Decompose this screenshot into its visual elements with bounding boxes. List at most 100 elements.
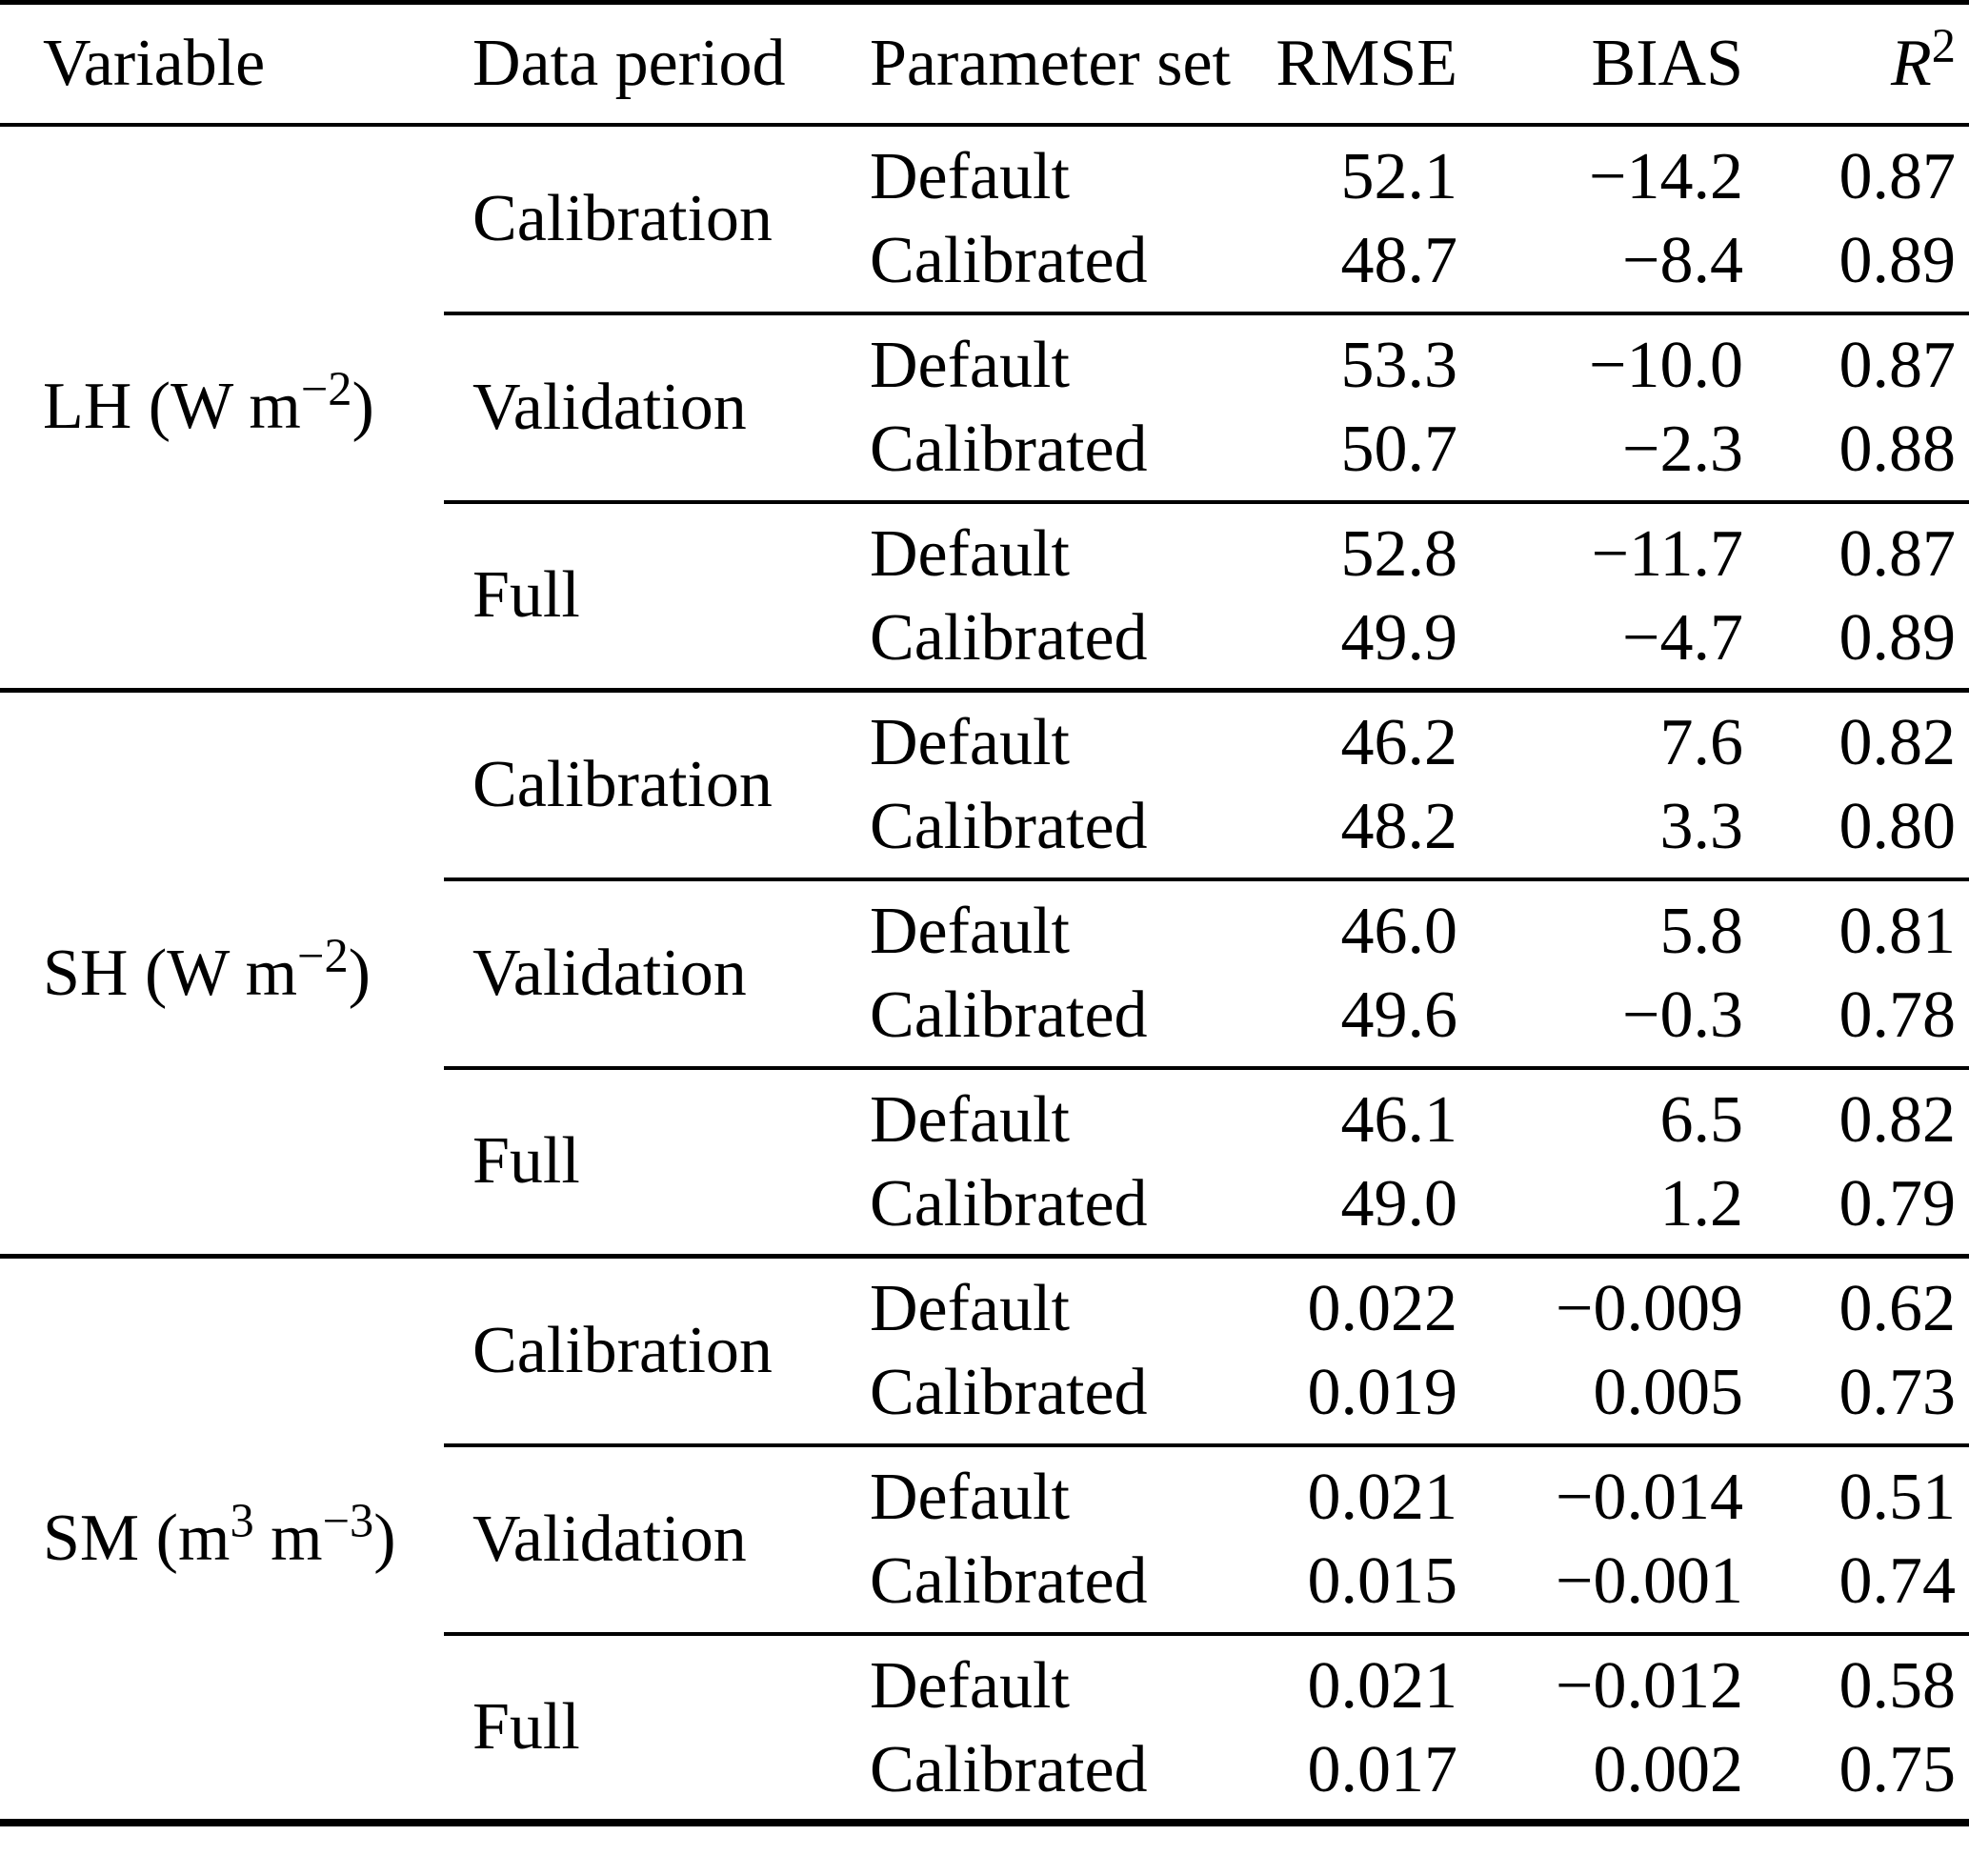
table-row: Calibrated 50.7 −2.3 0.88: [0, 408, 1969, 502]
r2-cell: 0.87: [1743, 311, 1969, 408]
bias-cell: 7.6: [1457, 688, 1743, 785]
table-row: Full Default 52.8 −11.7 0.87: [0, 499, 1969, 691]
bias-cell: −14.2: [1589, 139, 1743, 213]
parameter-set-cell: Calibrated: [870, 978, 1148, 1052]
parameter-set-cell: Calibrated: [870, 789, 1148, 863]
col-header-variable: Variable: [0, 2, 444, 127]
col-header-bias: BIAS: [1457, 2, 1743, 127]
parameter-set-cell: Default: [870, 1631, 1224, 1728]
r2-cell: 0.62: [1743, 1254, 1969, 1351]
data-period-cell: Calibration: [444, 688, 870, 879]
rmse-cell: 0.017: [1307, 1732, 1458, 1806]
r2-cell: 0.89: [1838, 223, 1957, 297]
table-row: Full Default 0.021 −0.012 0.58: [0, 1631, 1969, 1823]
variable-cell: SH (W m−2): [0, 688, 444, 1257]
table-row: Validation Default 53.3 −10.0 0.87: [0, 311, 1969, 502]
parameter-set-cell: Calibrated: [870, 412, 1148, 486]
bias-cell: −4.7: [1622, 600, 1743, 675]
parameter-set-cell: Default: [870, 688, 1224, 785]
parameter-set-cell: Calibrated: [870, 1166, 1148, 1241]
rmse-cell: 48.7: [1340, 223, 1458, 297]
col-header-r2: R2: [1743, 2, 1969, 127]
parameter-set-cell: Calibrated: [870, 1355, 1148, 1429]
r2-cell: 0.75: [1838, 1732, 1957, 1806]
rmse-cell: 53.3: [1224, 311, 1457, 408]
bias-cell: −0.009: [1457, 1254, 1743, 1351]
bias-cell: −0.3: [1622, 978, 1743, 1052]
rmse-cell: 0.019: [1307, 1355, 1458, 1429]
text-part: SH (W m: [43, 936, 298, 1010]
col-header-rmse: RMSE: [1224, 2, 1457, 127]
parameter-set-cell: Calibrated: [870, 600, 1148, 675]
parameter-set-cell: Default: [870, 1065, 1224, 1162]
parameter-set-cell: Default: [870, 311, 1224, 408]
variable-cell: SM (m3 m−3): [0, 1254, 444, 1823]
data-period-cell: Full: [444, 499, 870, 691]
bias-cell: −10.0: [1457, 311, 1743, 408]
rmse-cell: 0.021: [1224, 1631, 1457, 1728]
r2-cell: 0.87: [1838, 139, 1957, 213]
table-row: Calibrated 49.9 −4.7 0.89: [0, 596, 1969, 691]
table-row: Calibrated 48.7 −8.4 0.89: [0, 219, 1969, 313]
bias-cell: 0.005: [1593, 1355, 1744, 1429]
bias-cell: 1.2: [1659, 1166, 1744, 1241]
parameter-set-cell: Default: [870, 499, 1224, 596]
table-row: LH (W m−2) Calibration Default 52.1 −14.2 0.8…: [0, 125, 1969, 444]
text-part: LH (W m: [43, 370, 301, 444]
rmse-cell: 48.2: [1340, 789, 1458, 863]
r2-cell: 0.89: [1838, 600, 1957, 675]
results-table: Variable Data period Parameter set RMSE …: [0, 0, 1969, 1826]
rmse-cell: 52.8: [1224, 499, 1457, 596]
rmse-cell: 52.1: [1340, 139, 1458, 213]
bias-cell: −11.7: [1457, 499, 1743, 596]
text-part: SM (m: [43, 1501, 231, 1575]
rmse-cell: 0.015: [1307, 1543, 1458, 1618]
text-part: m: [253, 1501, 323, 1575]
table-row: Validation Default 0.021 −0.014 0.51: [0, 1442, 1969, 1634]
rmse-cell: 46.1: [1224, 1065, 1457, 1162]
superscript: −3: [322, 1493, 374, 1547]
rmse-cell: 0.022: [1224, 1254, 1457, 1351]
rmse-cell: 49.0: [1340, 1166, 1458, 1241]
table-row: Calibrated 0.015 −0.001 0.74: [0, 1540, 1969, 1634]
parameter-set-cell: Default: [870, 877, 1224, 974]
rmse-cell: 46.0: [1224, 877, 1457, 974]
r2-cell: 0.82: [1743, 1065, 1969, 1162]
bias-cell: 3.3: [1659, 789, 1744, 863]
table-row: SH (W m−2) Calibration Default 46.2 7.6 0.82: [0, 688, 1969, 1257]
data-period-cell: Full: [444, 1065, 870, 1257]
data-period-cell: Calibration: [444, 1254, 870, 1445]
data-period-cell: Validation: [444, 877, 870, 1068]
table-row: Calibrated 48.2 3.3 0.80: [0, 785, 1969, 879]
col-header-parameter-set: Parameter set: [870, 2, 1231, 127]
table-row: Calibrated 49.6 −0.3 0.78: [0, 974, 1969, 1068]
r2-cell: 0.82: [1743, 688, 1969, 785]
parameter-set-cell: Calibrated: [870, 1732, 1148, 1806]
bias-cell: −0.012: [1457, 1631, 1743, 1728]
bias-cell: 5.8: [1457, 877, 1743, 974]
rmse-cell: 46.2: [1224, 688, 1457, 785]
r2-cell: 0.78: [1838, 978, 1957, 1052]
bias-cell: −0.001: [1556, 1543, 1743, 1618]
text-part: ): [373, 1501, 396, 1575]
parameter-set-cell: Default: [870, 1442, 1224, 1540]
r2-cell: 0.74: [1838, 1543, 1957, 1618]
r2-cell: 0.58: [1743, 1631, 1969, 1728]
rmse-cell: 49.6: [1340, 978, 1458, 1052]
rmse-cell: 49.9: [1340, 600, 1458, 675]
table-row: SM (m3 m−3) Calibration Default 0.022 −0.009…: [0, 1254, 1969, 1823]
r2-cell: 0.51: [1743, 1442, 1969, 1540]
superscript: 3: [230, 1493, 254, 1547]
parameter-set-cell: Calibrated: [870, 223, 1148, 297]
bias-cell: 6.5: [1457, 1065, 1743, 1162]
header-row: Variable Data period Parameter set RMSE …: [0, 2, 1969, 127]
data-period-cell: Validation: [444, 1442, 870, 1634]
rmse-cell: 0.021: [1224, 1442, 1457, 1540]
table-row: Full Default 46.1 6.5 0.82: [0, 1065, 1969, 1257]
superscript: 2: [1931, 18, 1956, 72]
rmse-cell: 50.7: [1340, 412, 1458, 486]
bias-cell: −0.014: [1457, 1442, 1743, 1540]
bias-cell: −8.4: [1622, 223, 1743, 297]
table-row: Validation Default 46.0 5.8 0.81: [0, 877, 1969, 1068]
